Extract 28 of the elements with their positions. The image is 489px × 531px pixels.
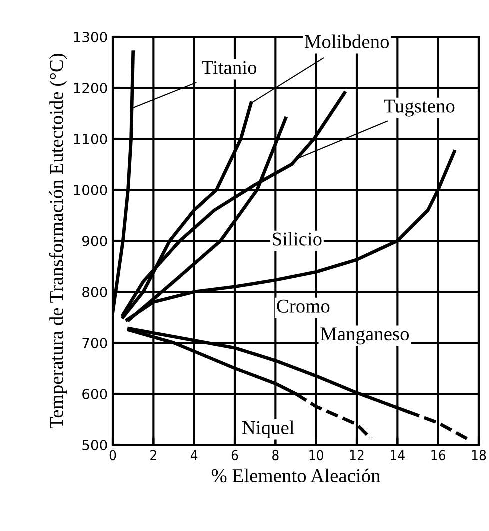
y-tick-label: 1000 <box>74 184 108 196</box>
x-tick-label: 0 <box>110 450 116 461</box>
x-tick-label: 12 <box>350 450 364 460</box>
annotation: Titanio <box>202 61 257 74</box>
x-tick-label: 8 <box>272 450 279 461</box>
annotation: Manganeso <box>320 328 410 345</box>
annotation: Molibdeno <box>304 34 390 48</box>
annotation: Silicio <box>273 232 322 246</box>
x-tick-label: 10 <box>310 450 324 461</box>
y-tick-label: 1100 <box>74 134 108 144</box>
x-tick-label: 2 <box>150 450 156 460</box>
x-tick-label: 18 <box>472 450 486 461</box>
y-tick-label: 600 <box>82 388 108 400</box>
y-tick-label: 1300 <box>74 32 108 42</box>
annotation: Niquel <box>242 420 294 438</box>
x-axis-title: % Elemento Aleación <box>212 468 380 483</box>
y-tick-label: 800 <box>82 286 108 298</box>
y-tick-label: 500 <box>82 440 108 450</box>
annotation: Cromo <box>277 300 330 313</box>
x-tick-label: 4 <box>190 450 198 460</box>
y-tick-label: 900 <box>82 236 108 246</box>
y-tick-label: 700 <box>82 338 108 348</box>
annotation: Tugsteno <box>384 100 455 117</box>
x-tick-label: 14 <box>391 450 405 460</box>
y-tick-label: 1200 <box>74 82 108 94</box>
x-tick-label: 6 <box>232 450 238 461</box>
x-tick-label: 16 <box>432 450 446 461</box>
y-axis-title: Temperatura de Transformación Eutectoide (°C) <box>49 54 68 429</box>
